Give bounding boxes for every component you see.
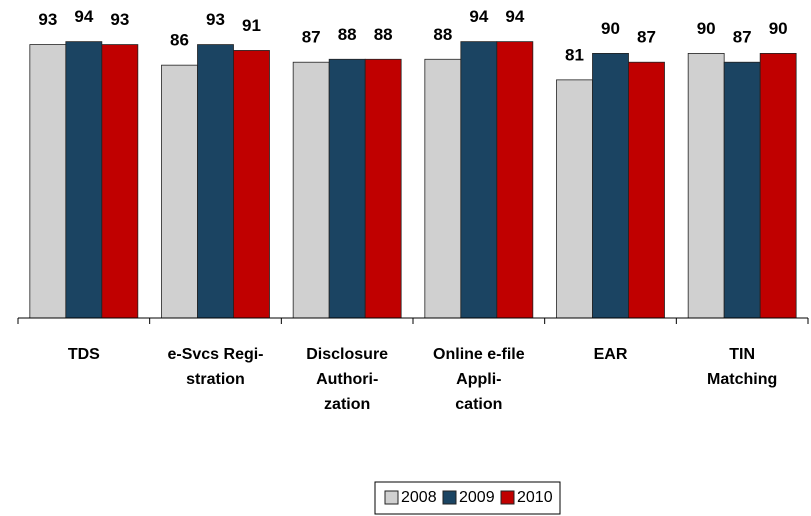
value-label: 87 [637, 28, 656, 47]
x-tick-label: cation [455, 396, 502, 413]
bar [161, 64, 198, 319]
bar [687, 53, 725, 319]
x-tick-label: TDS [68, 346, 100, 363]
bar [65, 41, 103, 319]
value-label: 87 [302, 28, 321, 47]
bar [628, 61, 665, 319]
value-label: 94 [469, 7, 488, 26]
x-tick-label: EAR [594, 346, 628, 363]
legend-swatch [500, 490, 515, 505]
legend-box [374, 481, 561, 515]
value-label: 88 [374, 25, 393, 44]
legend-swatch [384, 490, 399, 505]
value-label: 93 [38, 10, 57, 29]
value-label: 88 [433, 25, 452, 44]
bar [424, 58, 462, 319]
legend-swatch [442, 490, 457, 505]
value-label: 81 [565, 45, 584, 64]
value-label: 90 [697, 19, 716, 38]
value-label: 87 [733, 28, 752, 47]
bar [592, 53, 629, 319]
bar [197, 44, 234, 319]
value-label: 94 [505, 7, 524, 26]
bar [233, 50, 270, 319]
bar [364, 58, 402, 319]
x-tick-label: Matching [707, 371, 777, 388]
value-label: 93 [110, 10, 129, 29]
x-tick-label: Authori- [316, 371, 378, 388]
value-label: 88 [338, 25, 357, 44]
bar [29, 44, 67, 319]
value-label: 90 [769, 19, 788, 38]
x-tick-label: stration [186, 371, 245, 388]
bar [460, 41, 498, 319]
x-tick-label: Disclosure [306, 346, 388, 363]
x-tick-label: TIN [729, 346, 755, 363]
legend-label: 2010 [517, 489, 553, 506]
bar [759, 53, 797, 319]
bar [328, 58, 366, 319]
x-tick-label: Appli- [456, 371, 501, 388]
bar [496, 41, 534, 319]
x-tick-label: zation [324, 396, 370, 413]
bar [101, 44, 139, 319]
x-tick-label: e-Svcs Regi- [167, 346, 263, 363]
value-label: 86 [170, 31, 189, 50]
legend-label: 2009 [459, 489, 495, 506]
value-label: 91 [242, 16, 261, 35]
bar [723, 61, 761, 319]
x-tick-label: Online e-file [433, 346, 525, 363]
bar [292, 61, 330, 319]
bar [556, 79, 593, 319]
value-label: 94 [74, 7, 93, 26]
legend-label: 2008 [401, 489, 437, 506]
value-label: 90 [601, 19, 620, 38]
value-label: 93 [206, 10, 225, 29]
